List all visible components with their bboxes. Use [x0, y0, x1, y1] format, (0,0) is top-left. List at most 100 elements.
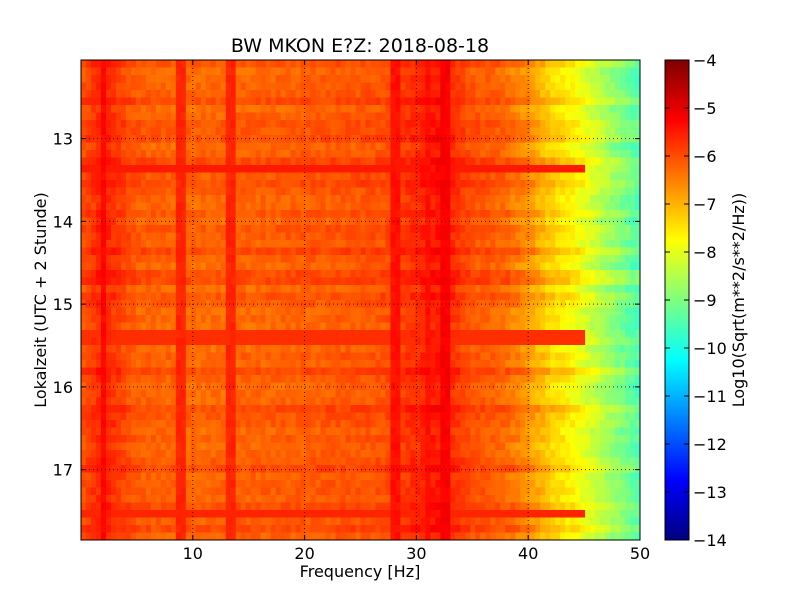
heatmap-cell [105, 307, 112, 316]
heatmap-cell [255, 165, 262, 174]
heatmap-cell [275, 195, 282, 204]
heatmap-cell [305, 375, 312, 384]
heatmap-cell [635, 360, 640, 369]
heatmap-cell [305, 232, 312, 241]
heatmap-cell [365, 60, 372, 69]
heatmap-cell [205, 105, 212, 114]
heatmap-cell [205, 225, 212, 234]
heatmap-cell [100, 120, 107, 129]
heatmap-cell [290, 232, 297, 241]
heatmap-cell [490, 247, 496, 256]
heatmap-cell [620, 195, 626, 204]
heatmap-cell [115, 172, 122, 181]
heatmap-cell [620, 225, 626, 234]
heatmap-cell [265, 352, 272, 361]
heatmap-cell [380, 292, 387, 301]
heatmap-cell [345, 315, 352, 324]
heatmap-cell [370, 345, 377, 354]
heatmap-cell [405, 337, 412, 346]
heatmap-cell [480, 165, 486, 174]
heatmap-cell [405, 360, 412, 369]
heatmap-cell [245, 262, 252, 271]
heatmap-cell [415, 285, 421, 294]
heatmap-cell [405, 255, 412, 264]
heatmap-cell [375, 157, 382, 166]
heatmap-cell [530, 75, 536, 84]
heatmap-cell [585, 352, 591, 361]
heatmap-cell [580, 60, 586, 69]
heatmap-cell [175, 210, 182, 219]
heatmap-cell [620, 187, 626, 196]
heatmap-cell [165, 300, 172, 309]
heatmap-cell [485, 337, 491, 346]
heatmap-cell [475, 232, 481, 241]
heatmap-cell [565, 315, 571, 324]
heatmap-cell [615, 67, 621, 76]
heatmap-cell [510, 150, 516, 159]
heatmap-cell [100, 300, 107, 309]
heatmap-cell [470, 285, 476, 294]
heatmap-cell [570, 172, 576, 181]
heatmap-cell [270, 262, 277, 271]
heatmap-cell [475, 360, 481, 369]
heatmap-cell [275, 390, 282, 399]
heatmap-cell [180, 247, 187, 256]
heatmap-cell [480, 225, 486, 234]
heatmap-cell [555, 75, 561, 84]
heatmap-cell [405, 345, 412, 354]
heatmap-cell [170, 82, 177, 91]
heatmap-cell [165, 262, 172, 271]
heatmap-cell [115, 217, 122, 226]
heatmap-cell [580, 315, 586, 324]
heatmap-cell [120, 105, 127, 114]
heatmap-cell [185, 270, 192, 279]
heatmap-cell [530, 120, 536, 129]
heatmap-cell [175, 105, 182, 114]
heatmap-cell [255, 172, 262, 181]
heatmap-cell [385, 307, 392, 316]
heatmap-cell [360, 360, 367, 369]
heatmap-cell [380, 345, 387, 354]
heatmap-cell [370, 67, 377, 76]
heatmap-cell [385, 382, 392, 391]
heatmap-cell [380, 180, 387, 189]
heatmap-cell [280, 277, 287, 286]
heatmap-cell [420, 127, 426, 136]
heatmap-cell [215, 225, 222, 234]
heatmap-cell [340, 300, 347, 309]
heatmap-cell [520, 217, 526, 226]
heatmap-cell [465, 90, 471, 99]
heatmap-cell [81, 360, 87, 369]
heatmap-cell [355, 172, 362, 181]
heatmap-cell [605, 232, 611, 241]
heatmap-cell [250, 247, 257, 256]
heatmap-cell [130, 210, 137, 219]
heatmap-cell [390, 330, 397, 339]
heatmap-cell [195, 127, 202, 136]
heatmap-cell [455, 322, 461, 331]
heatmap-cell [260, 292, 267, 301]
heatmap-cell [545, 150, 551, 159]
heatmap-cell [625, 150, 631, 159]
heatmap-cell [165, 270, 172, 279]
heatmap-cell [405, 112, 412, 121]
heatmap-cell [325, 112, 332, 121]
heatmap-cell [81, 97, 87, 106]
heatmap-cell [255, 375, 262, 384]
heatmap-cell [340, 75, 347, 84]
heatmap-cell [120, 315, 127, 324]
heatmap-cell [240, 105, 247, 114]
heatmap-cell [600, 330, 606, 339]
heatmap-cell [630, 127, 636, 136]
heatmap-cell [600, 142, 606, 151]
heatmap-cell [565, 352, 571, 361]
heatmap-cell [435, 210, 441, 219]
heatmap-cell [240, 225, 247, 234]
heatmap-cell [330, 180, 337, 189]
heatmap-cell [450, 157, 456, 166]
heatmap-cell [565, 382, 571, 391]
heatmap-cell [180, 255, 187, 264]
heatmap-cell [595, 202, 601, 211]
heatmap-cell [415, 225, 421, 234]
heatmap-cell [115, 345, 122, 354]
